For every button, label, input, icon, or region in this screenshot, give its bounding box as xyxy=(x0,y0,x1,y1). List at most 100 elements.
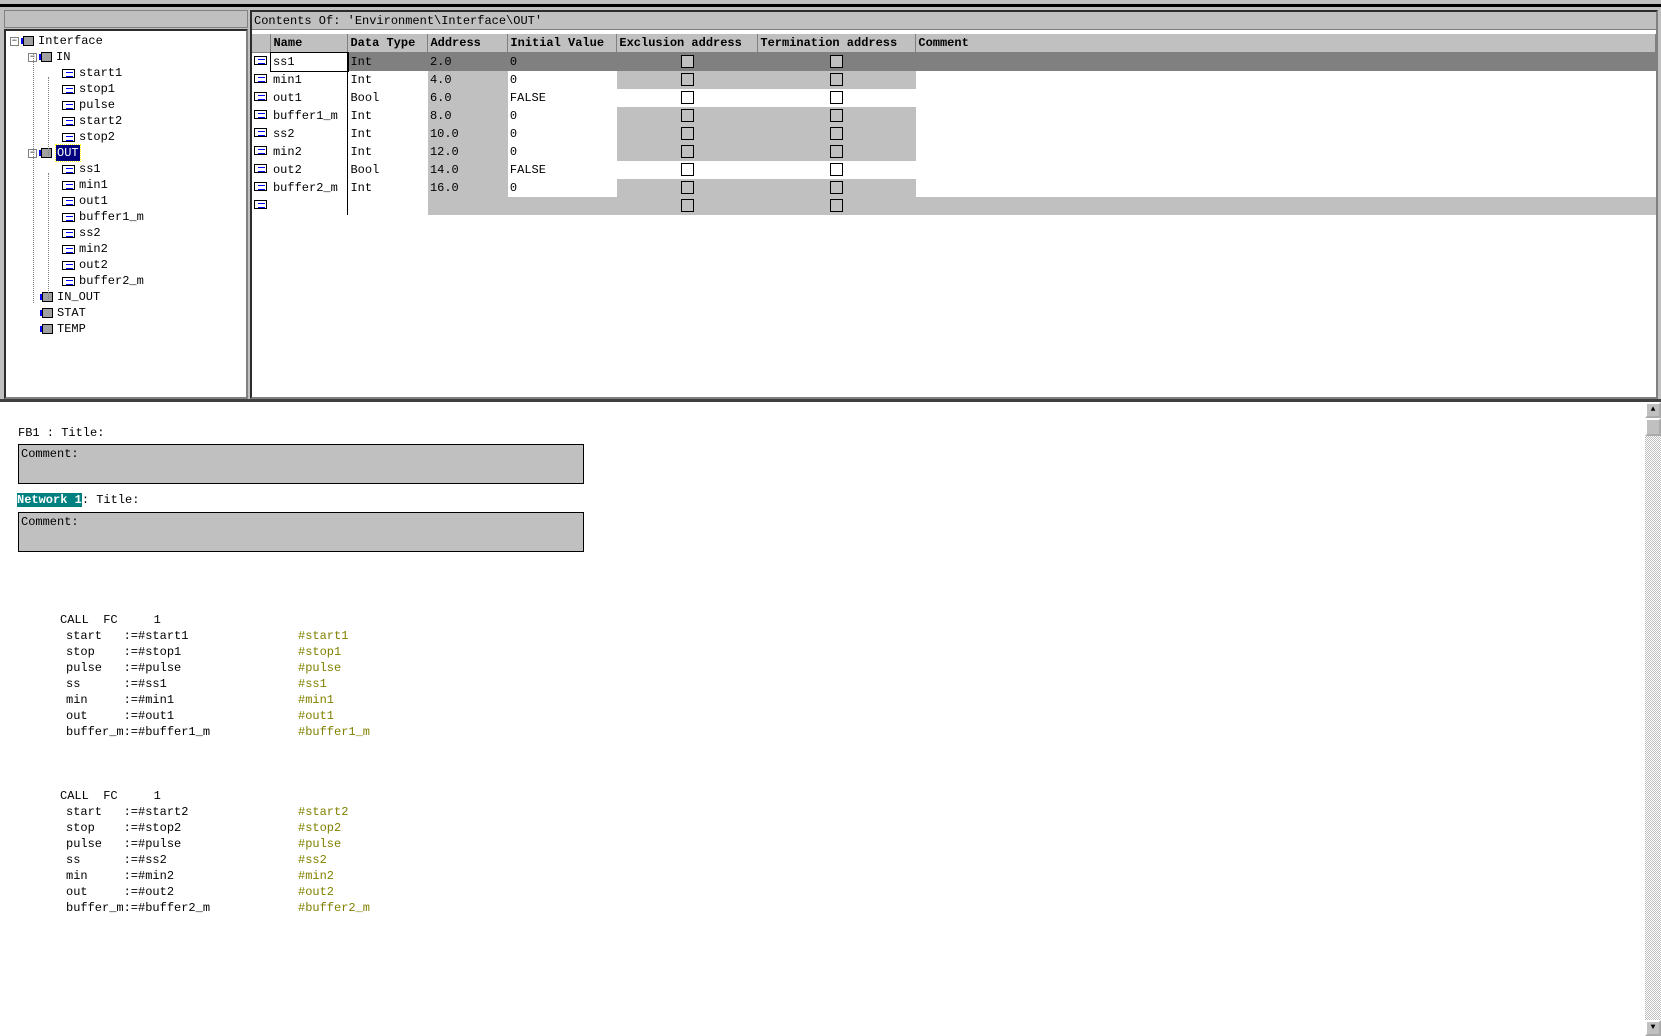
cell-excl[interactable] xyxy=(617,161,758,179)
cell-term[interactable] xyxy=(757,107,916,125)
cell-initial[interactable]: FALSE xyxy=(509,163,546,177)
call-parameter[interactable]: stop :=#stop1 xyxy=(66,645,182,659)
cell-address[interactable]: 12.0 xyxy=(427,143,508,161)
block-title[interactable]: FB1 : Title: xyxy=(18,426,105,440)
termination-checkbox[interactable] xyxy=(830,163,844,177)
call-parameter[interactable]: buffer_m:=#buffer2_m xyxy=(66,901,211,915)
cell-checkbox[interactable] xyxy=(616,197,758,215)
table-row[interactable]: min1 Int 4.0 0 xyxy=(252,71,1656,89)
cell-address[interactable]: 2.0 xyxy=(427,52,508,71)
termination-checkbox[interactable] xyxy=(830,109,844,123)
tree-item[interactable]: start2 xyxy=(62,113,122,129)
cell-address[interactable]: 8.0 xyxy=(427,107,508,125)
scroll-down-button[interactable]: ▼ xyxy=(1645,1020,1661,1036)
cell-address[interactable]: 4.0 xyxy=(427,71,508,89)
scroll-up-button[interactable]: ▲ xyxy=(1645,402,1661,418)
call-statement[interactable]: CALL FC 1 xyxy=(60,789,161,803)
exclusion-checkbox[interactable] xyxy=(680,73,694,87)
cell-initial[interactable]: 0 xyxy=(507,52,617,71)
tree-node-section[interactable]: STAT xyxy=(42,305,86,321)
cell-initial[interactable]: 0 xyxy=(509,145,518,159)
call-parameter[interactable]: out :=#out1 xyxy=(66,709,175,723)
exclusion-checkbox[interactable] xyxy=(680,163,694,177)
exclusion-checkbox[interactable] xyxy=(680,55,694,69)
table-row-new[interactable] xyxy=(252,197,1656,215)
tree-item[interactable]: min1 xyxy=(62,177,108,193)
call-parameter[interactable]: start :=#start2 xyxy=(66,805,189,819)
cell-excl[interactable] xyxy=(616,179,758,197)
call-parameter[interactable]: buffer_m:=#buffer1_m xyxy=(66,725,211,739)
cell-checkbox[interactable] xyxy=(757,197,916,215)
exclusion-checkbox[interactable] xyxy=(680,181,694,195)
call-statement[interactable]: CALL FC 1 xyxy=(60,613,161,627)
tree-node-section[interactable]: TEMP xyxy=(42,321,86,337)
tree-item[interactable]: buffer1_m xyxy=(62,209,144,225)
tree-item[interactable]: out1 xyxy=(62,193,108,209)
cell-type[interactable] xyxy=(348,197,428,215)
network-badge[interactable]: Network 1 xyxy=(16,492,83,508)
cell-comment[interactable] xyxy=(915,52,1656,71)
exclusion-checkbox[interactable] xyxy=(680,199,694,213)
column-header-initial-value[interactable]: Initial Value xyxy=(507,34,618,53)
cell-type[interactable]: Int xyxy=(350,73,373,87)
column-header-address[interactable]: Address xyxy=(427,34,509,53)
table-row[interactable]: buffer1_m Int 8.0 0 xyxy=(252,107,1656,125)
tree-item[interactable]: min2 xyxy=(62,241,108,257)
cell-address[interactable]: 10.0 xyxy=(427,125,508,143)
cell-name[interactable]: buffer1_m xyxy=(270,107,349,125)
call-parameter[interactable]: min :=#min2 xyxy=(66,869,175,883)
tree-item[interactable]: stop1 xyxy=(62,81,115,97)
table-row[interactable]: out1 Bool 6.0 FALSE xyxy=(252,89,1656,107)
cell-term[interactable] xyxy=(757,71,916,89)
cell-name[interactable]: buffer2_m xyxy=(270,179,349,197)
cell-type[interactable]: Int xyxy=(350,127,373,141)
exclusion-checkbox[interactable] xyxy=(680,109,694,123)
exclusion-checkbox[interactable] xyxy=(680,127,694,141)
vertical-scrollbar[interactable]: ▲ ▼ xyxy=(1645,402,1661,1036)
cell-excl[interactable] xyxy=(616,107,758,125)
cell-address[interactable]: 16.0 xyxy=(427,179,508,197)
cell-comment[interactable] xyxy=(916,71,1656,89)
termination-checkbox[interactable] xyxy=(830,181,844,195)
tree-item[interactable]: pulse xyxy=(62,97,115,113)
call-parameter[interactable]: start :=#start1 xyxy=(66,629,189,643)
tree-node-in[interactable]: − IN xyxy=(28,49,70,65)
cell-address[interactable]: 6.0 xyxy=(427,89,508,107)
cell-address[interactable] xyxy=(427,197,508,215)
table-row[interactable]: out2 Bool 14.0 FALSE xyxy=(252,161,1656,179)
cell-type[interactable]: Int xyxy=(347,52,428,71)
termination-checkbox[interactable] xyxy=(830,91,844,105)
table-row[interactable]: min2 Int 12.0 0 xyxy=(252,143,1656,161)
cell-name[interactable]: out1 xyxy=(270,89,349,107)
cell-comment[interactable] xyxy=(916,89,1656,107)
cell-name[interactable]: ss1 xyxy=(269,51,349,72)
tree-node-section[interactable]: IN_OUT xyxy=(42,289,100,305)
table-row[interactable]: ss2 Int 10.0 0 xyxy=(252,125,1656,143)
cell-term[interactable] xyxy=(758,89,916,107)
call-parameter[interactable]: pulse :=#pulse xyxy=(66,661,182,675)
tree-item[interactable]: start1 xyxy=(62,65,122,81)
exclusion-checkbox[interactable] xyxy=(680,91,694,105)
column-header-data-type[interactable]: Data Type xyxy=(347,34,429,53)
cell-type[interactable]: Int xyxy=(350,181,373,195)
network-title[interactable]: : Title: xyxy=(81,493,140,507)
cell-initial[interactable]: 0 xyxy=(509,73,518,87)
cell-term[interactable] xyxy=(757,52,916,71)
termination-checkbox[interactable] xyxy=(830,199,844,213)
cell-type[interactable]: Bool xyxy=(350,91,380,105)
cell-term[interactable] xyxy=(757,125,916,143)
call-parameter[interactable]: ss :=#ss1 xyxy=(66,677,167,691)
call-parameter[interactable]: min :=#min1 xyxy=(66,693,175,707)
cell-comment[interactable] xyxy=(916,179,1656,197)
column-header-exclusion-address[interactable]: Exclusion address xyxy=(616,34,759,53)
cell-term[interactable] xyxy=(757,143,916,161)
call-parameter[interactable]: stop :=#stop2 xyxy=(66,821,182,835)
cell-initial[interactable]: 0 xyxy=(509,181,518,195)
cell-excl[interactable] xyxy=(616,125,758,143)
tree-item[interactable]: out2 xyxy=(62,257,108,273)
call-parameter[interactable]: ss :=#ss2 xyxy=(66,853,167,867)
collapse-toggle-icon[interactable]: − xyxy=(28,51,37,62)
cell-excl[interactable] xyxy=(616,52,758,71)
cell-comment[interactable] xyxy=(916,143,1656,161)
cell-comment[interactable] xyxy=(916,107,1656,125)
